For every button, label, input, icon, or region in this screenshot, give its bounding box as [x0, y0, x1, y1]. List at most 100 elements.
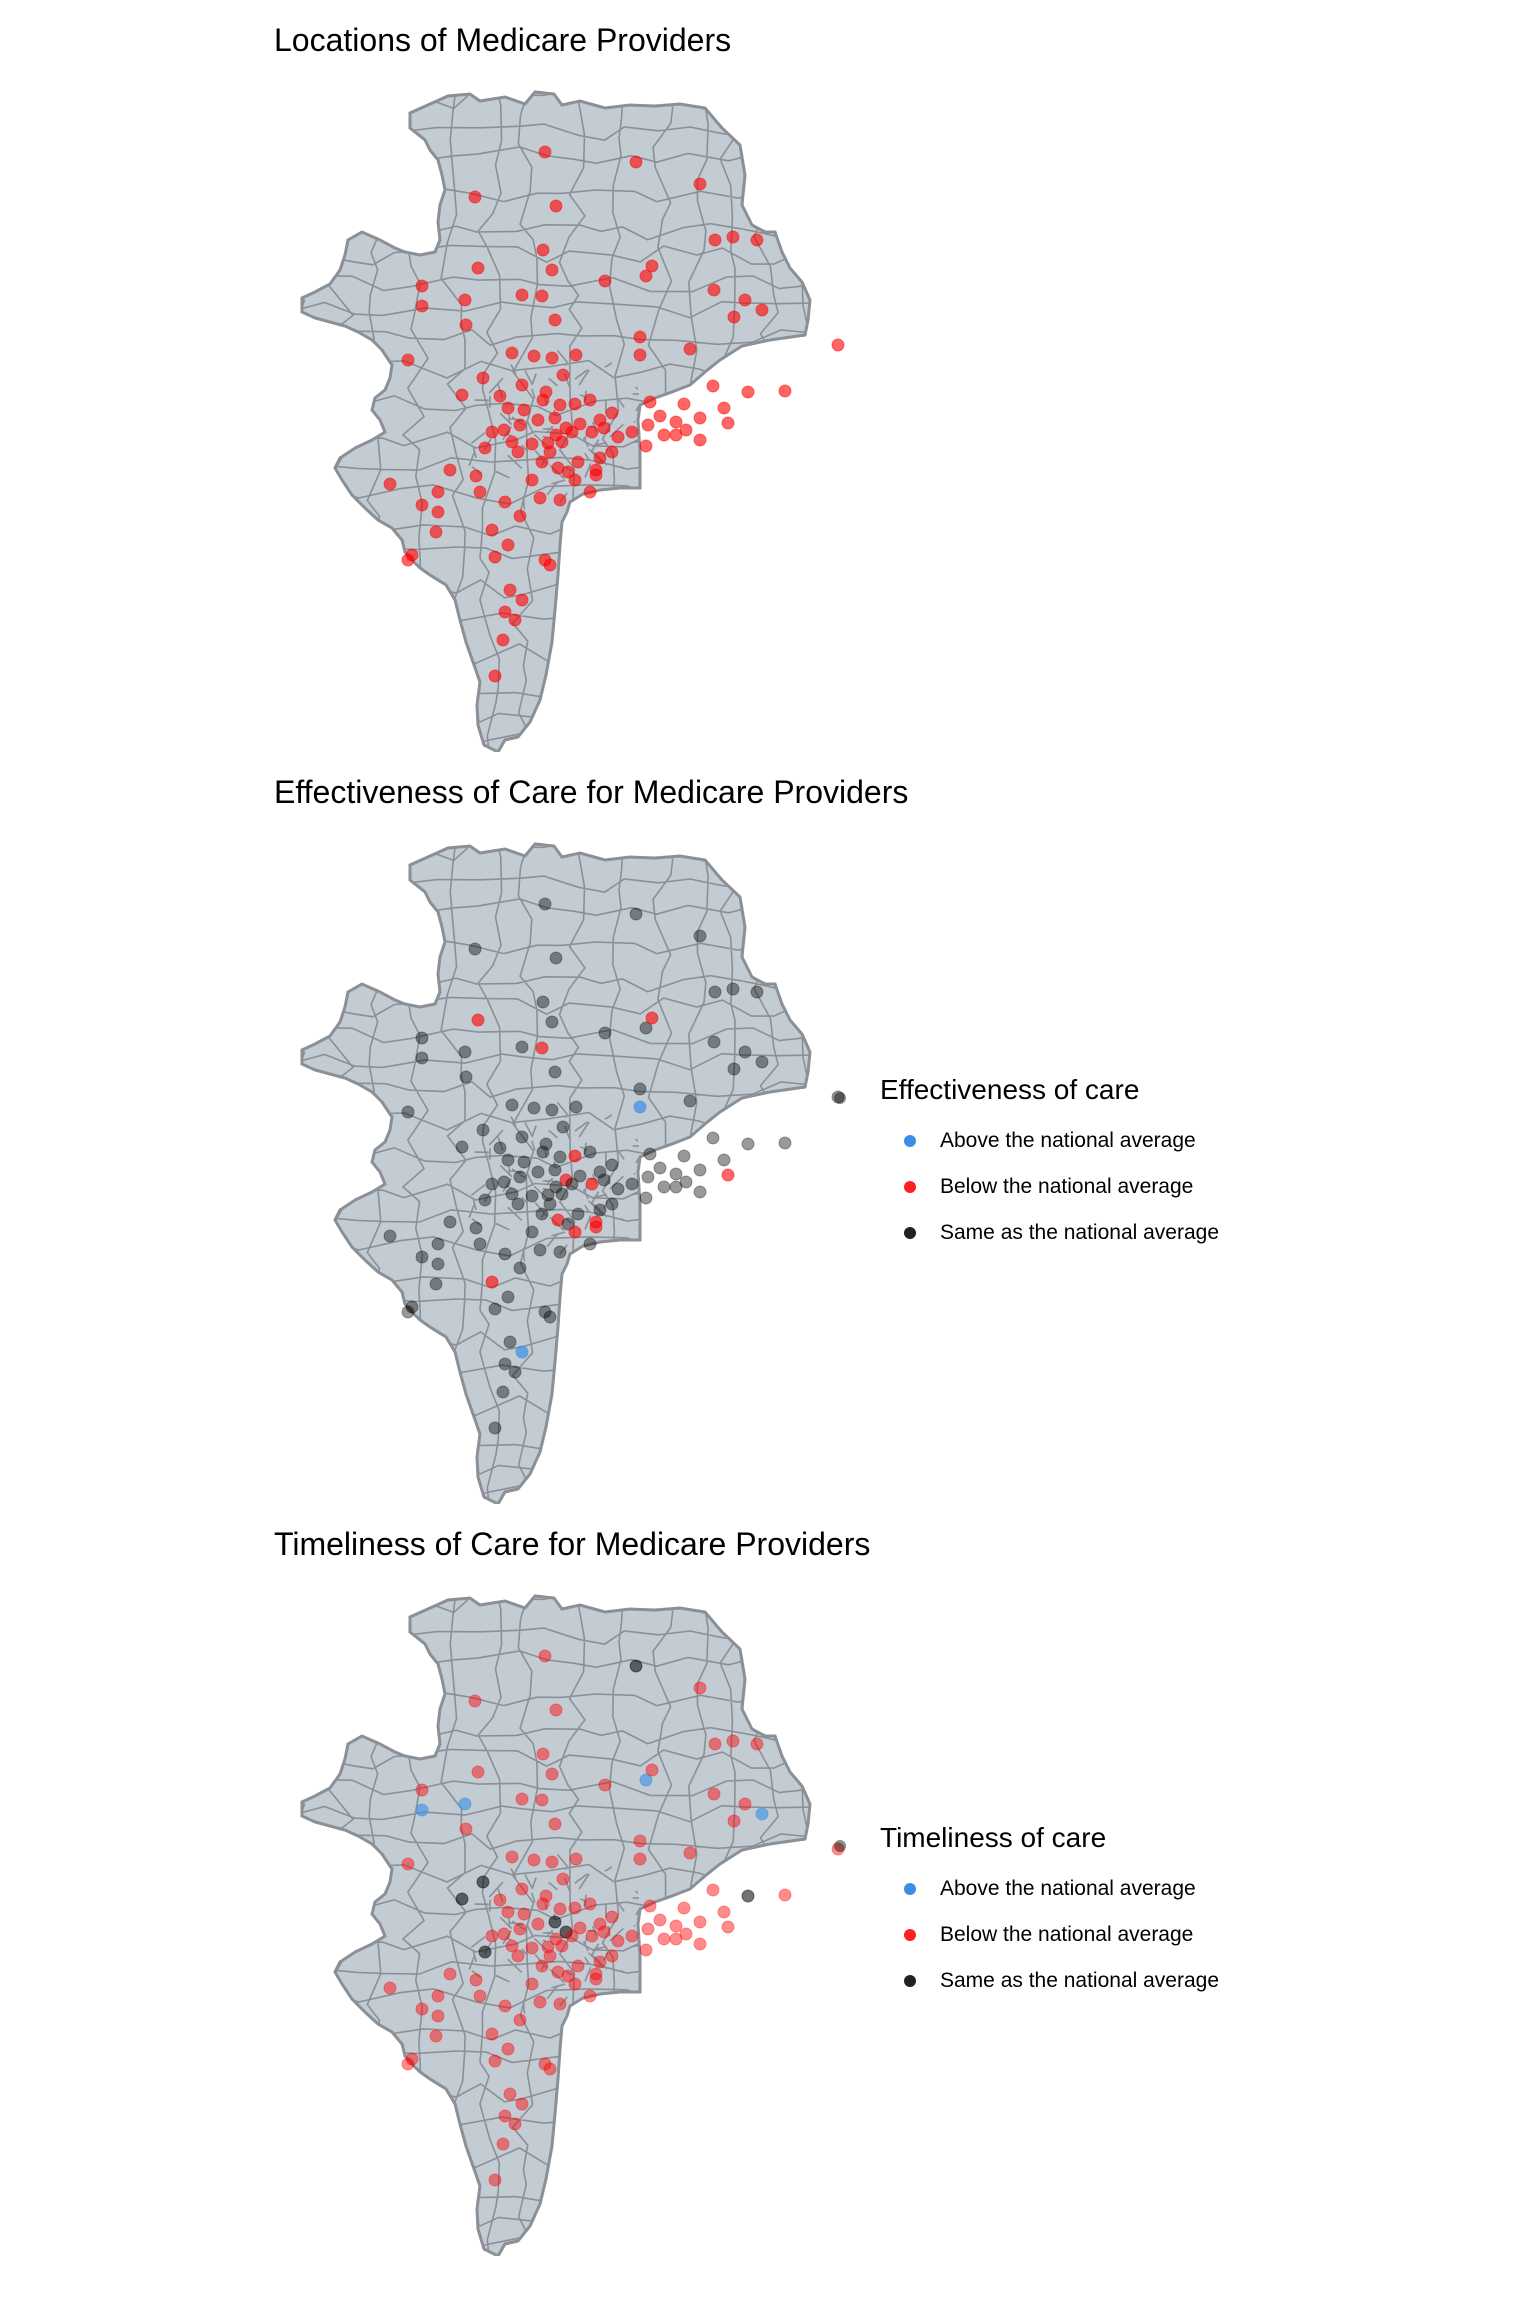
- provider-point: [557, 1121, 569, 1133]
- provider-point: [727, 1735, 739, 1747]
- provider-point: [532, 1166, 544, 1178]
- provider-point: [432, 486, 444, 498]
- provider-point: [416, 2003, 428, 2015]
- provider-point: [569, 1902, 581, 1914]
- provider-point: [550, 952, 562, 964]
- provider-point: [709, 234, 721, 246]
- legend-effectiveness: Effectiveness of care Above the national…: [880, 1074, 1219, 1256]
- provider-point: [556, 1940, 568, 1952]
- legend-timeliness: Timeliness of care Above the national av…: [880, 1822, 1219, 2004]
- legend-item-above: Above the national average: [880, 1118, 1219, 1164]
- provider-point: [512, 1198, 524, 1210]
- outlier-point: [834, 1840, 846, 1852]
- provider-point: [634, 1835, 646, 1847]
- legend-label: Same as the national average: [940, 1969, 1219, 1993]
- provider-point: [430, 526, 442, 538]
- provider-point: [779, 1889, 791, 1901]
- provider-point: [549, 412, 561, 424]
- provider-point: [494, 1894, 506, 1906]
- provider-point: [658, 1933, 670, 1945]
- provider-point: [384, 478, 396, 490]
- provider-point: [499, 606, 511, 618]
- provider-point: [728, 1815, 740, 1827]
- provider-point: [486, 2028, 498, 2040]
- provider-point: [569, 1978, 581, 1990]
- provider-point: [630, 1660, 642, 1672]
- legend-swatch-above: [904, 1883, 916, 1895]
- legend-swatch-same: [904, 1227, 916, 1239]
- provider-point: [544, 1950, 556, 1962]
- legend-item-above: Above the national average: [880, 1866, 1219, 1912]
- map-timeliness: [0, 1504, 1536, 2256]
- provider-point: [477, 1124, 489, 1136]
- provider-point: [444, 464, 456, 476]
- provider-point: [499, 496, 511, 508]
- provider-point: [756, 1808, 768, 1820]
- provider-point: [460, 1823, 472, 1835]
- provider-point: [544, 1198, 556, 1210]
- provider-point: [534, 492, 546, 504]
- provider-point: [594, 1956, 606, 1968]
- provider-point: [634, 1101, 646, 1113]
- provider-point: [626, 426, 638, 438]
- legend-item-below: Below the national average: [880, 1912, 1219, 1958]
- provider-point: [444, 1216, 456, 1228]
- provider-point: [598, 1174, 610, 1186]
- provider-point: [504, 2088, 516, 2100]
- provider-point: [402, 354, 414, 366]
- panel-title: Locations of Medicare Providers: [274, 22, 731, 59]
- provider-point: [606, 1198, 618, 1210]
- provider-point: [646, 260, 658, 272]
- provider-point: [532, 414, 544, 426]
- provider-point: [402, 1106, 414, 1118]
- provider-point: [479, 442, 491, 454]
- provider-point: [549, 1066, 561, 1078]
- provider-point: [514, 2014, 526, 2026]
- provider-point: [550, 200, 562, 212]
- provider-point: [779, 385, 791, 397]
- provider-point: [506, 1099, 518, 1111]
- provider-point: [489, 551, 501, 563]
- provider-point: [504, 584, 516, 596]
- provider-point: [526, 1190, 538, 1202]
- provider-point: [532, 1918, 544, 1930]
- provider-point: [557, 1873, 569, 1885]
- provider-point: [569, 398, 581, 410]
- provider-point: [514, 1171, 526, 1183]
- provider-point: [546, 264, 558, 276]
- provider-point: [680, 424, 692, 436]
- provider-point: [570, 349, 582, 361]
- provider-point: [477, 372, 489, 384]
- provider-point: [642, 1171, 654, 1183]
- provider-point: [504, 1336, 516, 1348]
- provider-point: [514, 1923, 526, 1935]
- provider-point: [460, 319, 472, 331]
- provider-point: [694, 1164, 706, 1176]
- provider-point: [590, 1973, 602, 1985]
- provider-point: [606, 1950, 618, 1962]
- provider-point: [432, 1990, 444, 2002]
- provider-point: [459, 1798, 471, 1810]
- provider-point: [516, 1793, 528, 1805]
- provider-point: [612, 1183, 624, 1195]
- provider-point: [549, 314, 561, 326]
- provider-point: [670, 1920, 682, 1932]
- provider-point: [469, 943, 481, 955]
- provider-point: [472, 1014, 484, 1026]
- provider-point: [472, 1766, 484, 1778]
- provider-point: [537, 1898, 549, 1910]
- provider-point: [539, 146, 551, 158]
- provider-point: [694, 434, 706, 446]
- provider-point: [678, 1150, 690, 1162]
- provider-point: [694, 1682, 706, 1694]
- provider-point: [728, 1063, 740, 1075]
- provider-point: [594, 1204, 606, 1216]
- provider-point: [537, 996, 549, 1008]
- provider-point: [549, 1916, 561, 1928]
- provider-point: [670, 1168, 682, 1180]
- provider-point: [416, 300, 428, 312]
- provider-point: [574, 1170, 586, 1182]
- provider-point: [546, 1104, 558, 1116]
- provider-point: [498, 1928, 510, 1940]
- provider-point: [489, 1303, 501, 1315]
